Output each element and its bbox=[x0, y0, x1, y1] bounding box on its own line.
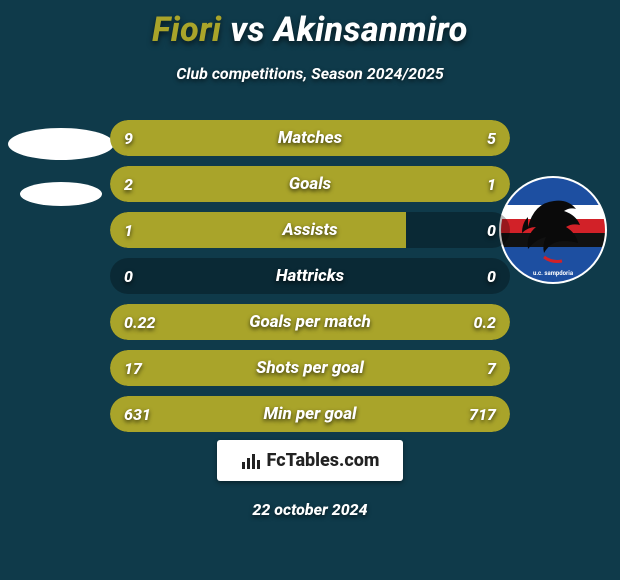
team-logo-left-placeholder bbox=[0, 120, 120, 280]
player1-name: Fiori bbox=[152, 10, 221, 50]
bar-right bbox=[366, 120, 510, 156]
bar-right bbox=[298, 396, 510, 432]
bar-left bbox=[110, 396, 298, 432]
bar-left bbox=[110, 120, 366, 156]
player2-name: Akinsanmiro bbox=[274, 10, 468, 50]
branding-row: FcTables.com bbox=[0, 440, 620, 481]
date-text: 22 october 2024 bbox=[0, 500, 620, 519]
bar-track bbox=[110, 166, 510, 202]
bar-right bbox=[318, 304, 510, 340]
bar-track bbox=[110, 120, 510, 156]
bar-right bbox=[378, 166, 510, 202]
team-logo-right: u.c. sampdoria bbox=[498, 175, 608, 285]
bar-left bbox=[110, 350, 394, 386]
stat-row: Shots per goal177 bbox=[110, 350, 510, 386]
stat-row: Goals per match0.220.2 bbox=[110, 304, 510, 340]
stat-row: Assists10 bbox=[110, 212, 510, 248]
bar-track bbox=[110, 396, 510, 432]
stats-chart: Matches95 Goals21 Assists10 Hattricks00 Goal… bbox=[110, 120, 510, 442]
bar-left bbox=[110, 212, 406, 248]
bar-track bbox=[110, 304, 510, 340]
fctables-badge: FcTables.com bbox=[217, 440, 404, 481]
stat-row: Matches95 bbox=[110, 120, 510, 156]
stat-row: Min per goal631717 bbox=[110, 396, 510, 432]
svg-text:u.c. sampdoria: u.c. sampdoria bbox=[533, 270, 574, 277]
branding-text: FcTables.com bbox=[267, 450, 380, 471]
bar-track bbox=[110, 258, 510, 294]
stat-row: Goals21 bbox=[110, 166, 510, 202]
bar-track bbox=[110, 350, 510, 386]
stat-row: Hattricks00 bbox=[110, 258, 510, 294]
vs-text: vs bbox=[230, 10, 274, 50]
bar-track bbox=[110, 212, 510, 248]
bar-left bbox=[110, 304, 318, 340]
comparison-title: Fiori vs Akinsanmiro bbox=[0, 0, 620, 50]
bar-right bbox=[394, 350, 510, 386]
competition-subtitle: Club competitions, Season 2024/2025 bbox=[0, 64, 620, 83]
bars-icon bbox=[241, 452, 261, 470]
bar-left bbox=[110, 166, 378, 202]
